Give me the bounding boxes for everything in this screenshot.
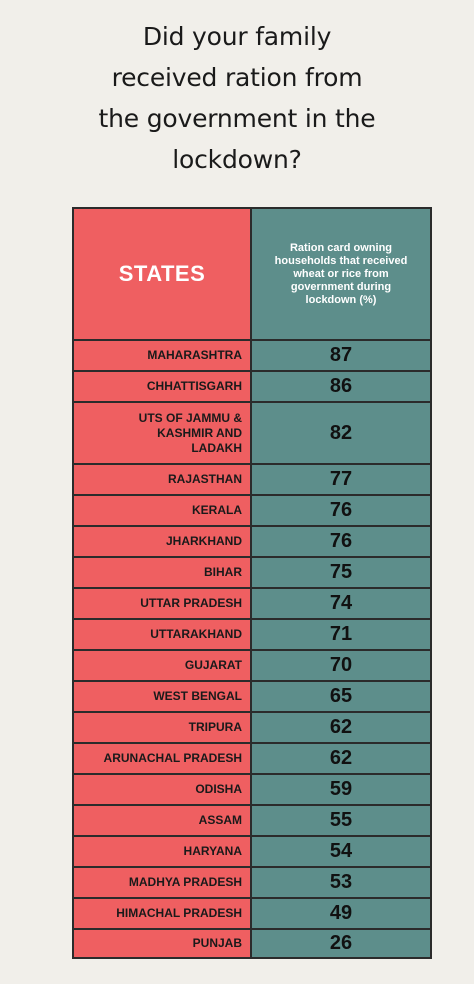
table-row: WEST BENGAL 65 [72, 680, 432, 711]
state-name: UTTARAKHAND [72, 618, 252, 649]
table-row: BIHAR 75 [72, 556, 432, 587]
table-body: MAHARASHTRA 87 CHHATTISGARH 86 UTS OF JAMMU … [72, 339, 432, 959]
state-name: HARYANA [72, 835, 252, 866]
state-name: WEST BENGAL [72, 680, 252, 711]
state-name: ASSAM [72, 804, 252, 835]
state-value: 62 [252, 742, 432, 773]
state-value: 77 [252, 463, 432, 494]
table-row: KERALA 76 [72, 494, 432, 525]
state-name: KERALA [72, 494, 252, 525]
header-states: STATES [72, 207, 252, 339]
ration-table: STATES Ration card owning households tha… [72, 207, 432, 959]
table-row: CHHATTISGARH 86 [72, 370, 432, 401]
title-line: Did your family [142, 22, 332, 51]
state-value: 76 [252, 525, 432, 556]
state-name: CHHATTISGARH [72, 370, 252, 401]
chart-title: Did your family received ration from the… [0, 16, 474, 180]
table-row: HIMACHAL PRADESH 49 [72, 897, 432, 928]
state-name: RAJASTHAN [72, 463, 252, 494]
state-value: 65 [252, 680, 432, 711]
state-name: HIMACHAL PRADESH [72, 897, 252, 928]
table-row: ODISHA 59 [72, 773, 432, 804]
state-value: 71 [252, 618, 432, 649]
state-name: GUJARAT [72, 649, 252, 680]
state-value: 76 [252, 494, 432, 525]
state-value: 70 [252, 649, 432, 680]
state-name: MADHYA PRADESH [72, 866, 252, 897]
table-row: MADHYA PRADESH 53 [72, 866, 432, 897]
state-value: 59 [252, 773, 432, 804]
header-value: Ration card owning households that recei… [252, 207, 432, 339]
table-row: GUJARAT 70 [72, 649, 432, 680]
state-value: 86 [252, 370, 432, 401]
title-line: the government in the [98, 104, 376, 133]
state-value: 82 [252, 401, 432, 463]
title-line: received ration from [111, 63, 363, 92]
table-row: HARYANA 54 [72, 835, 432, 866]
state-value: 62 [252, 711, 432, 742]
table-row: ASSAM 55 [72, 804, 432, 835]
table-row: ARUNACHAL PRADESH 62 [72, 742, 432, 773]
title-line: lockdown? [172, 145, 302, 174]
state-name: ODISHA [72, 773, 252, 804]
table-row: MAHARASHTRA 87 [72, 339, 432, 370]
state-name: JHARKHAND [72, 525, 252, 556]
state-name: UTS OF JAMMU & KASHMIR AND LADAKH [72, 401, 252, 463]
table-row: UTS OF JAMMU & KASHMIR AND LADAKH 82 [72, 401, 432, 463]
state-value: 55 [252, 804, 432, 835]
state-value: 53 [252, 866, 432, 897]
table-header: STATES Ration card owning households tha… [72, 207, 432, 339]
state-name: MAHARASHTRA [72, 339, 252, 370]
table-row: UTTARAKHAND 71 [72, 618, 432, 649]
state-value: 54 [252, 835, 432, 866]
state-name: BIHAR [72, 556, 252, 587]
table-row: RAJASTHAN 77 [72, 463, 432, 494]
state-name: TRIPURA [72, 711, 252, 742]
state-value: 87 [252, 339, 432, 370]
state-value: 49 [252, 897, 432, 928]
table-row: JHARKHAND 76 [72, 525, 432, 556]
table-row: PUNJAB 26 [72, 928, 432, 959]
state-value: 75 [252, 556, 432, 587]
state-value: 74 [252, 587, 432, 618]
state-name: ARUNACHAL PRADESH [72, 742, 252, 773]
table-row: TRIPURA 62 [72, 711, 432, 742]
table-row: UTTAR PRADESH 74 [72, 587, 432, 618]
state-name: UTTAR PRADESH [72, 587, 252, 618]
state-name: PUNJAB [72, 928, 252, 959]
state-value: 26 [252, 928, 432, 959]
